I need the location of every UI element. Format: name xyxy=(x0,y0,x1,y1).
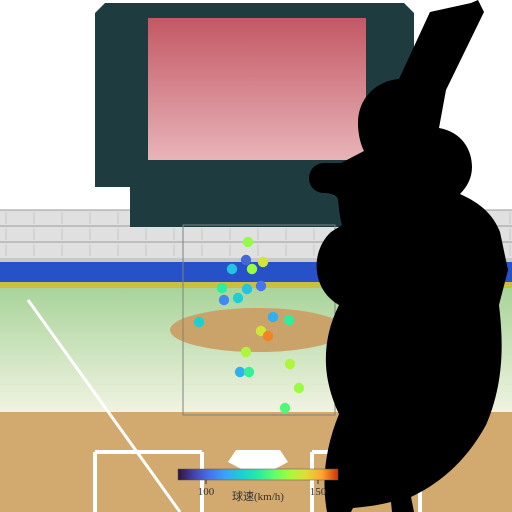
pitch-marker xyxy=(285,359,295,369)
pitch-marker xyxy=(244,367,254,377)
pitch-marker xyxy=(268,312,278,322)
pitch-marker xyxy=(227,264,237,274)
pitch-marker xyxy=(194,317,204,327)
pitch-marker xyxy=(247,264,257,274)
pitch-marker xyxy=(233,293,243,303)
pitch-marker xyxy=(219,295,229,305)
pitch-marker xyxy=(243,237,253,247)
pitch-marker xyxy=(217,283,227,293)
pitch-marker xyxy=(235,367,245,377)
legend-tick-label: 100 xyxy=(198,486,215,498)
pitch-marker xyxy=(256,281,266,291)
pitch-marker xyxy=(258,257,268,267)
pitch-marker xyxy=(294,383,304,393)
pitch-marker xyxy=(284,315,294,325)
pitch-marker xyxy=(241,347,251,357)
scoreboard-screen xyxy=(148,18,366,160)
pitch-marker xyxy=(280,403,290,413)
pitch-marker xyxy=(242,284,252,294)
pitch-marker xyxy=(241,255,251,265)
legend-axis-label: 球速(km/h) xyxy=(232,489,284,503)
legend-tick-label: 150 xyxy=(310,486,327,498)
pitch-marker xyxy=(263,331,273,341)
pitch-location-chart: 100 150 球速(km/h) xyxy=(0,0,512,512)
